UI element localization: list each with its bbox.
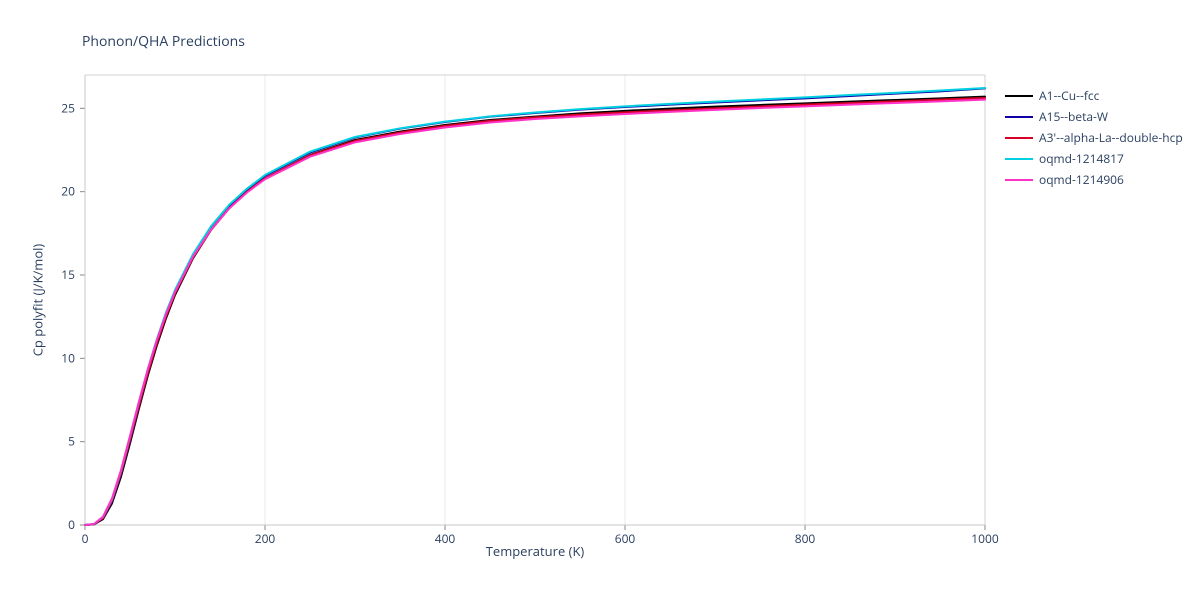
y-axis-label: Cp polyfit (J/K/mol) xyxy=(27,75,47,525)
plot-svg[interactable]: 020040060080010000510152025 xyxy=(85,75,985,525)
legend-item[interactable]: oqmd-1214817 xyxy=(1005,148,1183,169)
legend: A1--Cu--fcc A15--beta-W A3'--alpha-La--dou… xyxy=(1005,85,1183,190)
series-line[interactable] xyxy=(85,88,985,525)
y-axis-label-text: Cp polyfit (J/K/mol) xyxy=(28,244,46,357)
x-axis-label: Temperature (K) xyxy=(85,542,985,560)
legend-swatch xyxy=(1005,137,1033,139)
legend-item[interactable]: A3'--alpha-La--double-hcp xyxy=(1005,127,1183,148)
y-tick-label: 0 xyxy=(68,516,75,533)
y-tick-label: 10 xyxy=(61,349,75,366)
y-tick-label: 15 xyxy=(61,266,75,283)
series-line[interactable] xyxy=(85,98,985,525)
legend-swatch xyxy=(1005,158,1033,160)
series-line[interactable] xyxy=(85,100,985,525)
y-tick-label: 25 xyxy=(61,99,75,116)
legend-label: oqmd-1214817 xyxy=(1039,150,1124,167)
y-tick-label: 20 xyxy=(61,183,75,200)
y-tick-label: 5 xyxy=(68,433,75,450)
legend-label: A3'--alpha-La--double-hcp xyxy=(1039,129,1183,146)
legend-item[interactable]: oqmd-1214906 xyxy=(1005,169,1183,190)
series-line[interactable] xyxy=(85,97,985,525)
legend-swatch xyxy=(1005,95,1033,97)
legend-label: oqmd-1214906 xyxy=(1039,171,1124,188)
plot-area: 020040060080010000510152025 Temperature … xyxy=(85,75,985,525)
legend-item[interactable]: A1--Cu--fcc xyxy=(1005,85,1183,106)
series-line[interactable] xyxy=(85,88,985,525)
page: Phonon/QHA Predictions 02004006008001000… xyxy=(0,0,1200,600)
chart-title: Phonon/QHA Predictions xyxy=(82,32,245,51)
legend-swatch xyxy=(1005,116,1033,118)
legend-swatch xyxy=(1005,179,1033,181)
legend-item[interactable]: A15--beta-W xyxy=(1005,106,1183,127)
legend-label: A15--beta-W xyxy=(1039,108,1108,125)
legend-label: A1--Cu--fcc xyxy=(1039,87,1099,104)
